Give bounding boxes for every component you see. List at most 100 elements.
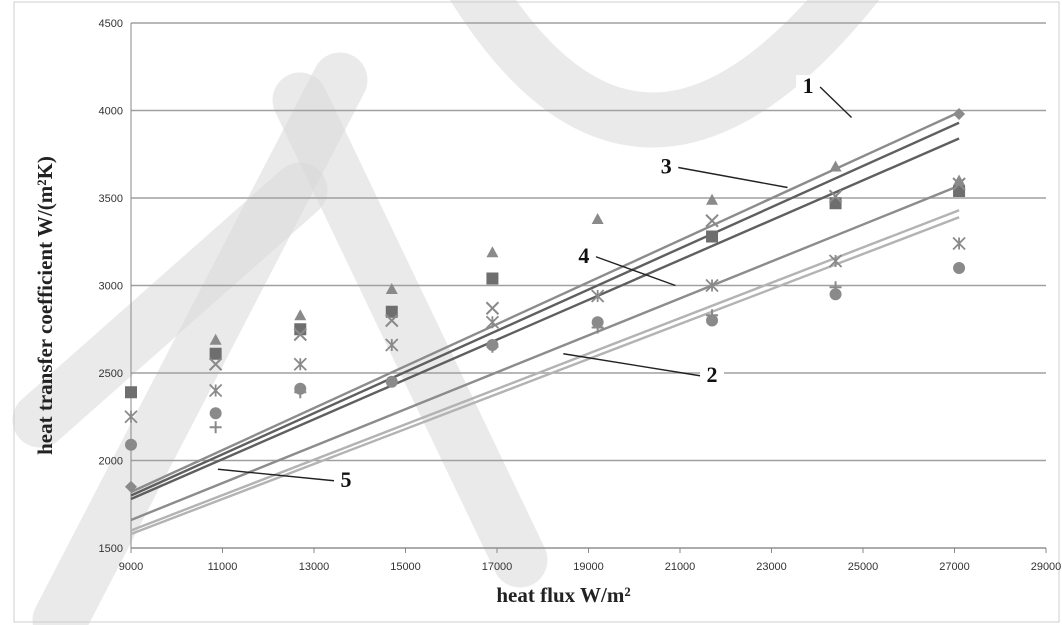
point-x: [828, 189, 843, 203]
point-asterisk: [485, 315, 500, 329]
point-triangle: [385, 283, 398, 294]
watermark-stroke: [12, 162, 328, 448]
point-asterisk: [591, 289, 605, 303]
point-x: [208, 357, 223, 371]
line-annotations: 1 3 4 2 5: [217, 73, 853, 493]
point-square: [125, 386, 137, 399]
point-triangle: [209, 333, 222, 345]
leader-line-5: [217, 468, 335, 482]
x-tick-label: 11000: [208, 561, 238, 573]
x-tick-label: 29000: [1031, 561, 1062, 573]
fit-line-1: [130, 111, 960, 494]
point-asterisk: [385, 338, 399, 352]
leader-line-3: [678, 166, 788, 189]
point-circle: [953, 262, 966, 274]
fit-line: [130, 121, 960, 497]
series-diamond: [125, 108, 966, 493]
fit-line-3: [130, 137, 960, 501]
point-plus: [706, 309, 719, 322]
point-circle: [385, 375, 398, 388]
point-x: [952, 177, 966, 191]
fit-lines: [130, 111, 960, 536]
annotation-bg: [796, 75, 821, 99]
point-circle: [209, 407, 222, 420]
point-asterisk: [124, 410, 138, 424]
point-plus: [209, 421, 222, 434]
point-square: [209, 347, 222, 360]
annotation-bg: [571, 244, 596, 269]
y-tick-label: 3000: [99, 281, 123, 293]
x-tick-label: 9000: [119, 561, 143, 573]
point-asterisk: [293, 357, 307, 371]
point-plus: [486, 340, 499, 353]
line-label-3: 3: [661, 154, 672, 179]
y-axis-title: heat transfer coefficient W/(m²K): [33, 156, 57, 455]
point-x: [385, 313, 399, 328]
y-tick-label: 2500: [99, 368, 123, 380]
x-tick-label: 21000: [665, 561, 696, 573]
watermark-stroke: [450, 0, 880, 148]
x-tick-label: 13000: [299, 561, 330, 573]
series-asterisk: [124, 236, 966, 424]
x-tick-label: 19000: [573, 561, 604, 573]
y-tick-label: 4500: [99, 18, 123, 30]
y-tick-label: 3500: [99, 193, 123, 205]
point-triangle: [829, 160, 842, 172]
watermark-stroke: [272, 72, 548, 588]
point-asterisk: [952, 236, 966, 251]
series-plus: [209, 281, 842, 434]
line-label-1: 1: [803, 73, 814, 98]
line-label-5: 5: [341, 467, 352, 492]
point-plus: [591, 321, 604, 334]
watermark: [12, 0, 880, 625]
tick-labels: 1500 2000 2500 3000 3500 4000 4500 9000 11000 130…: [99, 18, 1062, 573]
leader-line-4: [595, 256, 676, 287]
point-asterisk: [209, 383, 223, 398]
data-points: [124, 108, 966, 493]
x-tick-label: 17000: [482, 561, 513, 573]
annotation-bg: [700, 363, 725, 388]
point-diamond: [953, 108, 966, 120]
series-triangle: [209, 160, 966, 345]
point-triangle: [294, 309, 307, 321]
line-label-4: 4: [578, 243, 589, 268]
y-tick-label: 4000: [99, 106, 123, 118]
x-axis-title: heat flux W/m²: [496, 583, 630, 607]
y-tick-label: 2000: [99, 456, 123, 468]
point-x: [705, 214, 719, 228]
annotation-bg: [334, 468, 359, 493]
point-x: [293, 327, 307, 342]
fit-line-4: [130, 184, 960, 522]
series-circle: [125, 262, 966, 451]
series-x: [208, 177, 966, 371]
leader-line-1: [819, 86, 853, 119]
point-triangle: [486, 246, 499, 258]
point-circle: [125, 438, 137, 451]
point-diamond: [125, 480, 137, 493]
x-tick-label: 23000: [756, 561, 787, 573]
point-triangle: [706, 193, 719, 205]
point-triangle: [591, 213, 604, 224]
x-tick-label: 27000: [939, 561, 970, 573]
point-asterisk: [705, 278, 719, 293]
line-label-2: 2: [707, 362, 718, 387]
point-square: [486, 272, 499, 285]
point-plus: [294, 386, 307, 399]
point-x: [485, 301, 500, 315]
x-tick-label: 15000: [390, 561, 421, 573]
chart-border: [13, 1, 1060, 623]
axes: [13, 1, 1060, 623]
point-square: [385, 305, 398, 318]
point-plus: [829, 281, 842, 294]
point-circle: [829, 288, 842, 301]
point-square: [706, 230, 719, 243]
y-tick-label: 1500: [99, 543, 123, 555]
point-triangle: [953, 174, 966, 186]
fit-line-2: [130, 216, 960, 536]
fit-line-5: [130, 209, 960, 532]
point-asterisk: [828, 254, 843, 268]
x-tick-label: 25000: [848, 561, 879, 573]
leader-line-2: [563, 353, 701, 377]
